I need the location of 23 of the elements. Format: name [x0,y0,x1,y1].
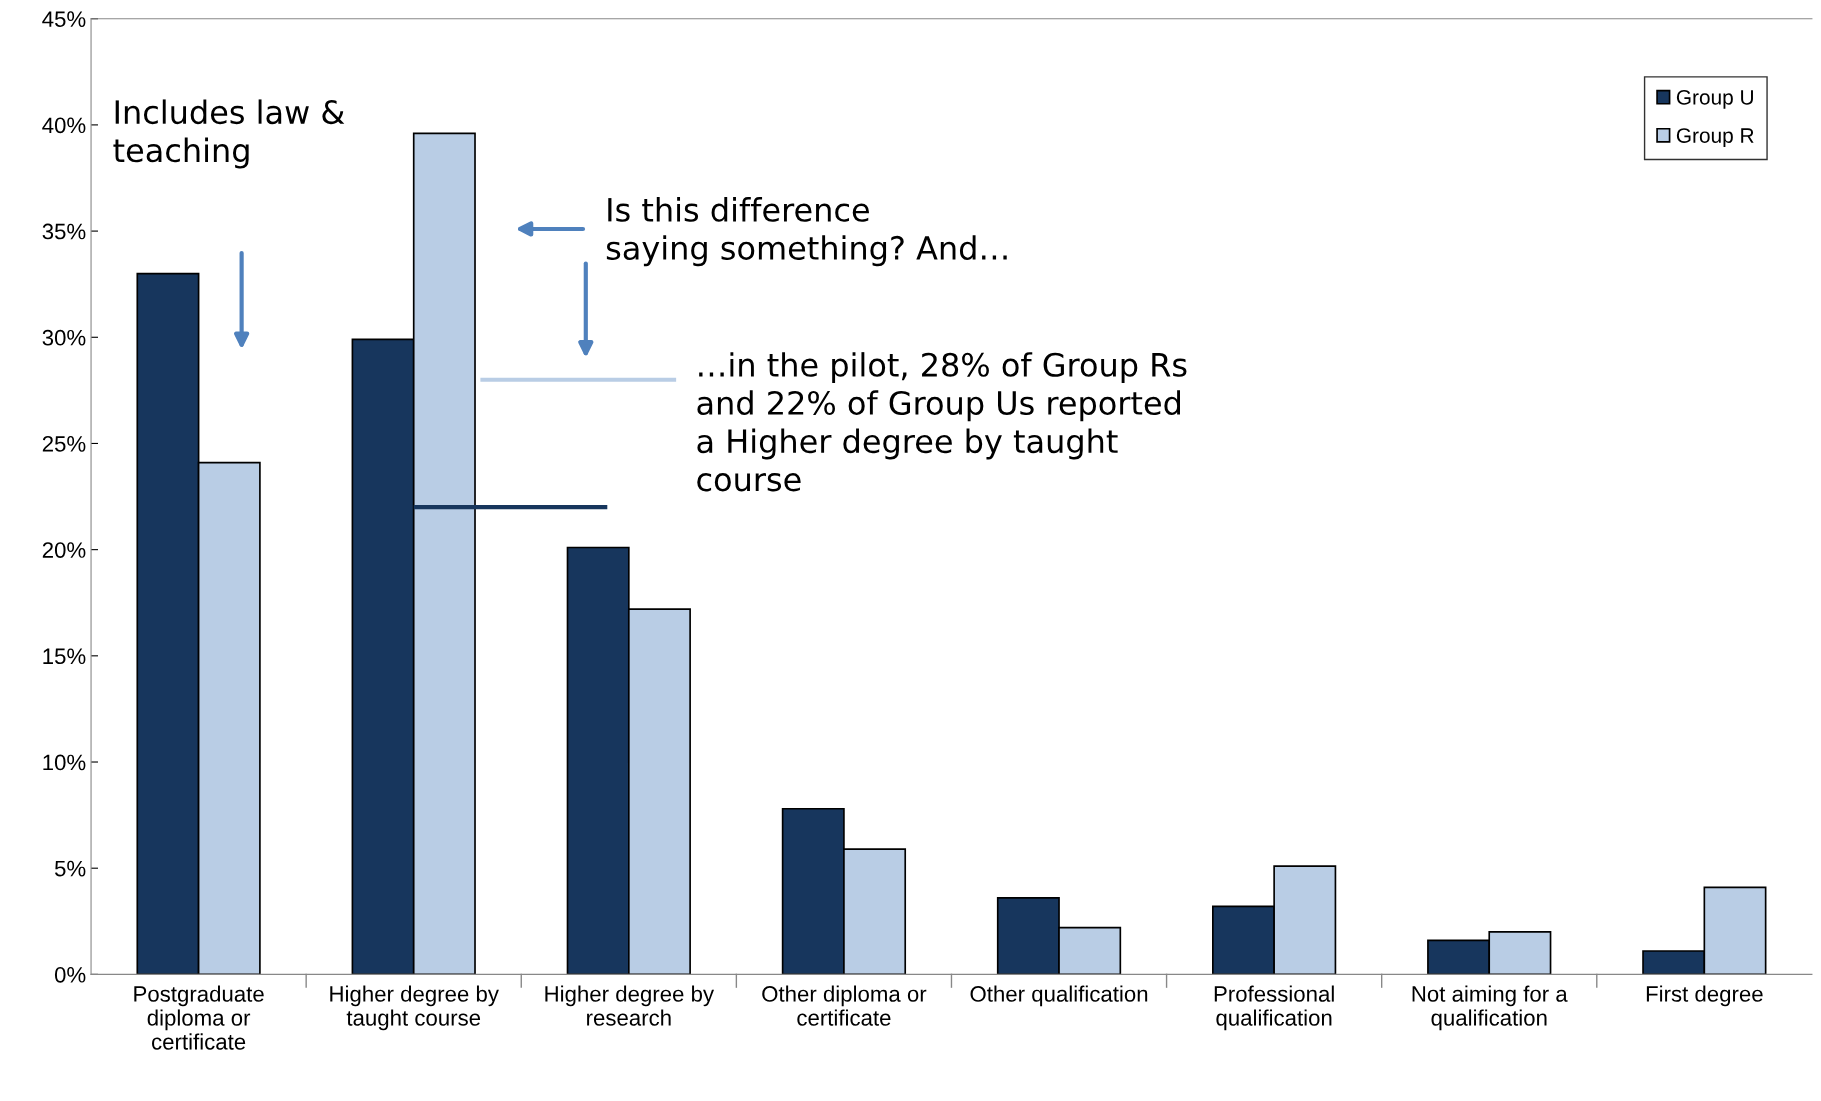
y-tick-label: 30% [42,329,86,346]
x-tick-label: Not aiming for a qualification [1412,985,1568,1031]
annotation: Includes law & teaching [113,99,345,169]
x-tick-label: Higher degree by taught course [330,985,499,1031]
y-tick-label: 20% [42,542,86,558]
annotation: …in the pilot, 28% of Group Rs and 22% of Group Us reported a Higher degree by taught course [697,352,1187,492]
y-tick-label: 15% [43,648,86,665]
x-tick-label: Professional qualification [1214,985,1334,1031]
y-tick-label: 40% [42,117,86,134]
y-tick-label: 0% [54,966,86,983]
x-tick-label: Postgraduate diploma or certificate [134,985,264,1050]
y-tick-label: 25% [42,435,86,452]
y-tick-label: 5% [54,860,86,877]
annotation: Is this difference saying something? And… [606,197,1007,267]
x-tick-label: Other diploma or certificate [762,985,927,1026]
x-tick-label: Other qualification [970,985,1148,1007]
x-tick-label: First degree [1646,985,1763,1007]
x-tick-label: Higher degree by research [545,985,715,1026]
y-tick-label: 35% [42,223,86,240]
y-tick-label: 10% [43,754,86,771]
y-tick-label: 45% [42,11,86,27]
legend-label: Group R [1676,128,1754,148]
legend-label: Group U [1676,89,1753,109]
